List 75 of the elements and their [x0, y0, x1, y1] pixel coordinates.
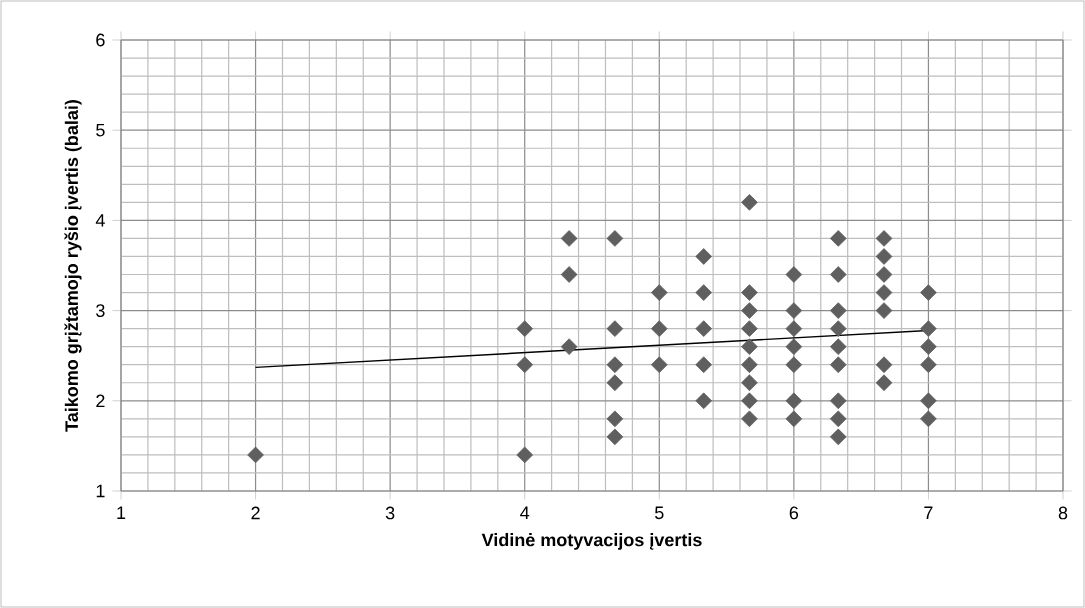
point [785, 302, 803, 319]
point [741, 194, 758, 211]
point [741, 320, 758, 337]
x-tick-label: 4 [520, 506, 530, 519]
point [516, 320, 534, 337]
point [560, 230, 578, 247]
point [650, 356, 668, 374]
point [920, 392, 937, 410]
y-tick-label: 2 [96, 394, 105, 408]
point [785, 410, 803, 428]
point [606, 230, 624, 247]
point [829, 266, 847, 283]
point [695, 284, 713, 301]
point [829, 410, 847, 428]
y-tick-label: 5 [96, 123, 105, 137]
x-axis-title: Vidinė motyvacijos įvertis [481, 533, 702, 550]
point [606, 320, 624, 337]
point [606, 356, 624, 374]
point [785, 320, 803, 337]
point [829, 320, 847, 337]
point [650, 284, 668, 301]
point [875, 230, 893, 247]
point [741, 392, 758, 410]
x-tick-label: 8 [1058, 506, 1068, 520]
point [785, 392, 803, 410]
point [695, 248, 713, 265]
point [606, 374, 624, 392]
x-tick-label: 5 [655, 506, 664, 520]
point [829, 428, 847, 446]
point [829, 338, 847, 355]
point [560, 266, 578, 283]
point [695, 356, 713, 374]
point [516, 356, 534, 374]
y-tick-label: 3 [96, 304, 105, 317]
point [829, 230, 847, 247]
point [875, 302, 893, 319]
point [829, 392, 847, 410]
y-tick-label: 6 [96, 33, 105, 47]
point [741, 302, 758, 319]
point [247, 446, 264, 464]
y-axis-title: Taikomo grįžtamojo ryšio įvertis (balai) [64, 100, 82, 432]
x-tick-label: 3 [385, 506, 395, 520]
x-tick-label: 1 [117, 506, 126, 519]
point [920, 356, 937, 374]
point [741, 284, 758, 301]
x-tick-label: 2 [251, 506, 260, 520]
point [875, 266, 893, 283]
point [741, 374, 758, 392]
point [920, 410, 937, 428]
point [741, 356, 758, 374]
point [741, 338, 758, 355]
point [695, 320, 713, 337]
point [875, 374, 893, 392]
x-tick-label: 7 [924, 506, 933, 519]
point [785, 338, 803, 355]
point [650, 320, 668, 337]
y-tick-label: 1 [96, 484, 105, 498]
point [741, 410, 758, 428]
point [606, 428, 624, 446]
point [920, 320, 937, 337]
point [785, 266, 803, 283]
point [785, 356, 803, 374]
y-tick-label: 4 [95, 214, 105, 227]
point [920, 338, 937, 355]
point [516, 446, 534, 464]
point [695, 392, 713, 410]
point [606, 410, 624, 428]
x-tick-label: 6 [789, 506, 799, 520]
point [875, 248, 893, 265]
point [829, 302, 847, 319]
point [560, 338, 578, 355]
point [875, 356, 893, 374]
point [829, 356, 847, 374]
point [920, 284, 937, 301]
point [875, 284, 893, 301]
